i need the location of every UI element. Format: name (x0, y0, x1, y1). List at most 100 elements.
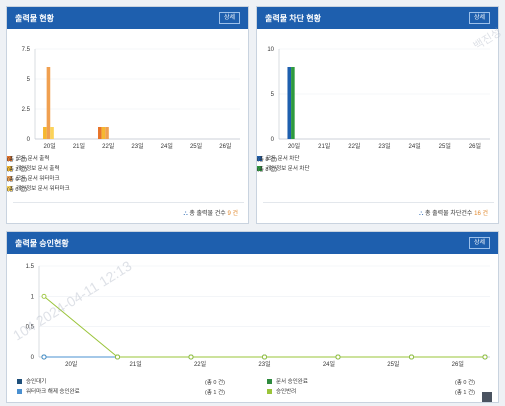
output-status-x-tick: 20일 (44, 142, 56, 149)
output-status-x-tick: 25일 (190, 142, 202, 149)
block-status-title: 출력물 차단 현황 (265, 13, 321, 23)
approval-status-point (335, 354, 341, 360)
output-status-total-value: 9 건 (227, 211, 238, 217)
approval-status-legend-item: 승인대기 (17, 377, 46, 385)
block-status-total-label: 총 출력물 차단건수 (424, 211, 473, 217)
approval-status-point (262, 354, 267, 360)
scroll-corner-icon[interactable] (482, 392, 492, 402)
output-status-legend-swatch (7, 185, 12, 191)
output-status-x-tick: 21일 (73, 142, 85, 149)
approval-status-legend-label: 승인반려 (276, 389, 297, 395)
output-status-bar (50, 127, 54, 139)
approval-status-point (41, 293, 47, 299)
block-status-x-tick: 24일 (409, 142, 421, 149)
block-status-legend-label: 개인정보 문서 차단 (266, 166, 310, 172)
output-status-legend-item: 모든 문서 출력 (7, 154, 49, 162)
output-status-legend-swatch (7, 175, 12, 181)
approval-status-y-tick: 0.5 (26, 325, 35, 331)
approval-status-point (41, 354, 47, 360)
block-status-legend-item: 개인정보 문서 차단 (257, 164, 310, 172)
approval-status-detail-button[interactable]: 상세 (468, 237, 490, 249)
output-status-legend-label: 개인정보 문서 워터마크 (16, 186, 70, 192)
approval-status-x-tick: 25일 (387, 360, 399, 368)
block-status-x-tick: 25일 (439, 142, 451, 149)
block-status-legend-item: 모든 문서 차단 (257, 154, 299, 162)
approval-status-x-tick: 20일 (65, 360, 77, 368)
approval-status-legend-swatch (17, 388, 22, 394)
output-status-bar (101, 127, 106, 139)
output-status-y-tick: 2.5 (22, 107, 31, 113)
approval-status-legend-item: 승인반려 (267, 387, 296, 395)
output-status-x-tick: 26일 (219, 142, 231, 149)
group-icon: ⛬ (419, 211, 424, 217)
approval-status-title: 출력물 승인현황 (15, 238, 69, 248)
output-status-x-tick: 24일 (161, 142, 173, 149)
block-status-legend-label: 모든 문서 차단 (266, 156, 300, 162)
output-status-total: ⛬ 총 출력물 건수 9 건 (183, 208, 238, 218)
output-status-legend-count: (총 6 건) (7, 177, 27, 183)
approval-status-chart: 0 0.5 1 1.5 20일 21일 22일 23일 24일 25일 26일 (26, 264, 490, 368)
block-status-x-tick: 22일 (348, 142, 360, 149)
approval-status-legend-label: 승인대기 (26, 379, 47, 385)
approval-status-y-tick: 1.5 (26, 264, 35, 270)
approval-status-legend-label: 문서 승인완료 (276, 379, 308, 385)
output-status-panel: 출력물 현황 상세 0 2.5 5 7.5 20일 21일 22일 23일 24일 25일 26일 … (6, 6, 249, 224)
approval-status-x-tick: 26일 (452, 360, 464, 368)
output-status-y-tick: 7.5 (22, 47, 31, 53)
approval-status-panel: 출력물 승인현황 상세 0 0.5 1 1.5 20일 21일 22일 23일 24일 25일 26… (6, 231, 499, 403)
output-status-legend-swatch (7, 155, 12, 161)
approval-status-legend-label: 워터마크 해제 승인완료 (26, 389, 80, 395)
output-status-bar (98, 127, 102, 139)
output-status-header: 출력물 현황 상세 (7, 7, 248, 29)
output-status-y-tick: 5 (27, 77, 31, 83)
block-status-legend-swatch (257, 155, 262, 161)
approval-status-legend-item: 워터마크 해제 승인완료 (17, 387, 80, 395)
output-status-bar (43, 127, 47, 139)
output-status-x-tick: 23일 (131, 142, 143, 149)
block-status-total-value: 16 건 (474, 211, 488, 217)
approval-status-legend-swatch (267, 378, 272, 384)
output-status-legend-count: (총 2 건) (7, 167, 27, 173)
approval-status-header: 출력물 승인현황 상세 (7, 232, 498, 254)
block-status-x-tick: 23일 (378, 142, 390, 149)
output-status-chart: 0 2.5 5 7.5 20일 21일 22일 23일 24일 25일 26일 (22, 47, 240, 149)
approval-status-legend-count: (총 1 건) (205, 390, 225, 396)
block-status-bar (291, 67, 295, 139)
block-status-y-tick: 10 (267, 47, 274, 53)
approval-status-y-tick: 1 (31, 294, 35, 300)
output-status-legend-swatch (7, 165, 12, 171)
approval-status-legend-count: (총 0 건) (205, 380, 225, 386)
block-status-legend-count: (총 8 건) (257, 167, 277, 173)
block-status-detail-button[interactable]: 상세 (468, 12, 490, 24)
block-status-header: 출력물 차단 현황 상세 (257, 7, 498, 29)
approval-status-x-tick: 24일 (323, 360, 335, 368)
output-status-legend-item: 개인정보 문서 워터마크 (7, 184, 70, 192)
approval-status-y-tick: 0 (31, 355, 35, 361)
output-status-detail-button[interactable]: 상세 (218, 12, 240, 24)
block-status-x-tick: 20일 (288, 142, 300, 149)
output-status-total-label: 총 출력물 건수 (189, 211, 226, 217)
approval-status-point (188, 354, 194, 360)
output-status-legend-count: (총 0 건) (7, 187, 27, 193)
output-status-y-tick: 0 (27, 137, 31, 143)
group-icon: ⛬ (183, 211, 188, 217)
output-status-x-tick: 22일 (102, 142, 114, 149)
approval-status-legend-count: (총 0 건) (455, 380, 475, 386)
approval-status-x-tick: 21일 (130, 360, 142, 368)
approval-status-x-tick: 22일 (194, 360, 206, 368)
output-status-legend-label: 모든 문서 워터마크 (16, 176, 60, 182)
approval-status-legend-swatch (17, 378, 22, 384)
block-status-bar (287, 67, 292, 139)
output-status-bar (105, 127, 109, 139)
block-status-x-tick: 26일 (469, 142, 481, 149)
block-status-y-tick: 0 (271, 137, 275, 143)
approval-status-x-tick: 23일 (258, 360, 270, 368)
approval-status-point (115, 354, 120, 360)
output-status-legend-item: 개인정보 문서 출력 (7, 164, 60, 172)
block-status-legend-swatch (257, 165, 262, 171)
block-status-panel: 출력물 차단 현황 상세 0 5 10 20일 21일 22일 23일 24일 25일 26일 모… (256, 6, 499, 224)
output-status-legend-label: 개인정보 문서 출력 (16, 166, 60, 172)
block-status-y-tick: 5 (271, 92, 275, 98)
approval-status-legend-swatch (267, 388, 272, 394)
block-status-chart: 0 5 10 20일 21일 22일 23일 24일 25일 26일 (267, 47, 490, 149)
